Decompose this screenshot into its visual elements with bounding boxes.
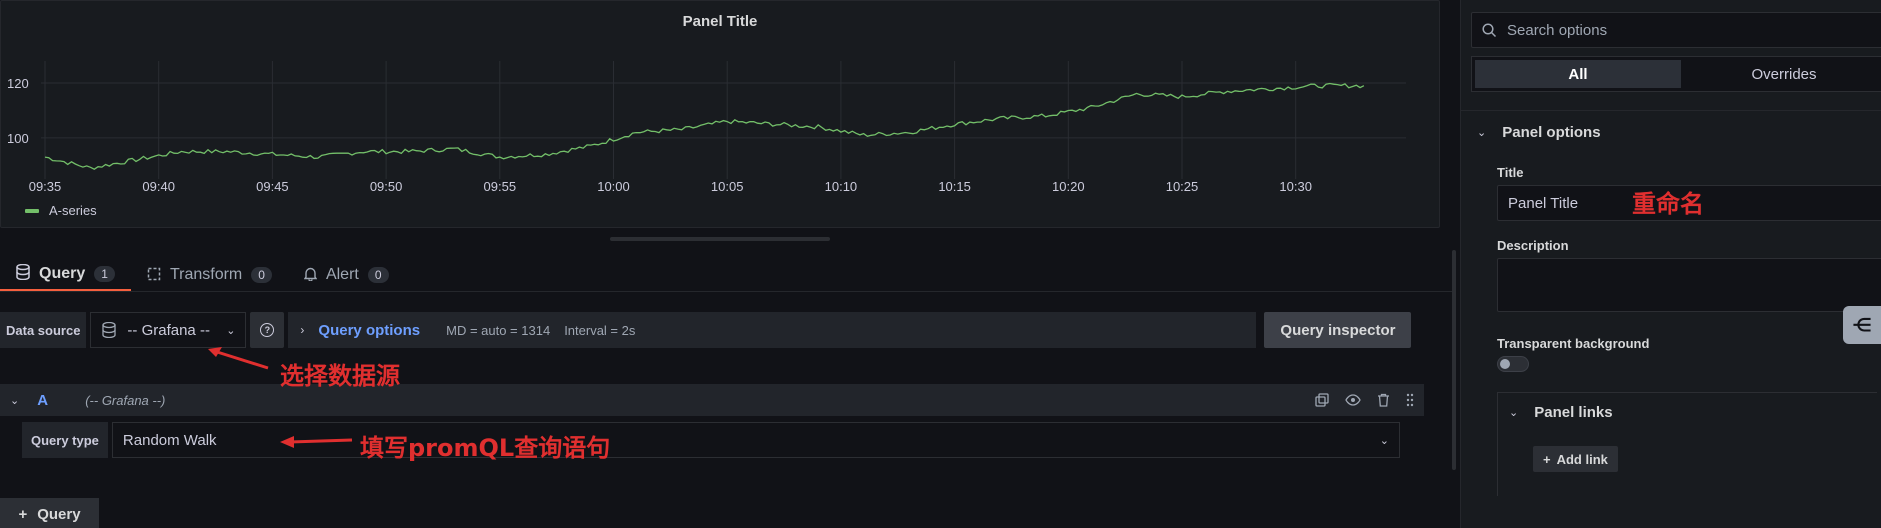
panel-title: Panel Title	[682, 13, 758, 30]
search-placeholder: Search options	[1507, 21, 1608, 39]
series-line-A-series	[44, 82, 1365, 170]
datasource-value: -- Grafana --	[127, 321, 210, 339]
datasource-label: Data source	[0, 312, 87, 348]
annotation-fill-query: 填写promQL查询语句	[360, 434, 611, 462]
drag-handle-icon[interactable]	[1406, 393, 1414, 407]
options-divider	[1461, 110, 1881, 111]
floating-helper-icon[interactable]: ⋲	[1843, 306, 1881, 344]
tab-query-label: Query	[39, 264, 86, 282]
description-field[interactable]	[1497, 258, 1881, 312]
chevron-down-icon: ⌄	[226, 324, 236, 337]
query-inspector-button[interactable]: Query inspector	[1264, 312, 1412, 348]
panel-options-title: Panel options	[1502, 124, 1601, 141]
x-tick-label: 10:15	[938, 179, 971, 194]
plus-icon: +	[18, 505, 28, 523]
chevron-down-icon: ⌄	[1509, 407, 1519, 419]
annotation-choose-datasource: 选择数据源	[280, 362, 400, 390]
y-tick-label: 100	[7, 131, 29, 146]
options-filter-toggle: All Overrides	[1471, 56, 1881, 92]
legend-swatch	[25, 208, 39, 213]
question-icon: ?	[260, 323, 275, 337]
title-field-label: Title	[1497, 165, 1524, 180]
query-options-label: Query options	[318, 321, 421, 339]
query-row-header[interactable]: ⌄ A (-- Grafana --)	[0, 384, 1424, 416]
datasource-help-button[interactable]: ?	[250, 312, 285, 348]
x-tick-label: 10:30	[1279, 179, 1312, 194]
x-tick-label: 10:10	[825, 179, 858, 194]
x-tick-label: 09:55	[484, 179, 517, 194]
datasource-picker[interactable]: -- Grafana -- ⌄	[90, 312, 247, 348]
panel-links-section	[1497, 392, 1877, 496]
title-field[interactable]: Panel Title	[1497, 185, 1881, 221]
panel-links-title: Panel links	[1534, 404, 1613, 421]
tab-transform-count: 0	[251, 267, 272, 283]
search-input[interactable]: Search options	[1471, 12, 1881, 48]
query-type-select[interactable]: Random Walk ⌄	[111, 422, 1400, 458]
y-tick-label: 120	[7, 76, 29, 91]
time-series-chart: 100 120 09:35 09:40 09:45 09:50 09:55 10:00 10:0…	[7, 61, 1406, 194]
transparent-bg-toggle[interactable]	[1497, 356, 1529, 372]
legend-label: A-series	[49, 203, 97, 218]
panel-preview[interactable]: Panel Title 100 120 09:35 09:40 09:45 09:50 09…	[0, 0, 1440, 228]
eye-icon[interactable]	[1345, 394, 1361, 406]
add-link-label: Add link	[1556, 451, 1608, 467]
chevron-right-icon: ›	[300, 323, 305, 337]
x-tick-label: 09:35	[29, 179, 62, 194]
legend[interactable]: A-series	[25, 203, 97, 218]
title-field-value: Panel Title	[1508, 194, 1579, 212]
editor-tabs: Query 1 Transform 0 Alert 0	[0, 258, 405, 292]
tab-transform[interactable]: Transform 0	[131, 258, 288, 292]
max-datapoints-text: MD = auto = 1314	[446, 322, 551, 338]
annotation-rename: 重命名	[1632, 190, 1704, 218]
x-tick-label: 10:20	[1052, 179, 1085, 194]
tab-query[interactable]: Query 1	[0, 258, 131, 292]
toggle-knob	[1500, 359, 1510, 369]
query-options-bar[interactable]: › Query options MD = auto = 1314 Interva…	[288, 312, 1257, 348]
chevron-down-icon[interactable]: ⌄	[10, 394, 20, 407]
interval-text: Interval = 2s	[564, 322, 636, 338]
tabs-divider	[0, 291, 1452, 292]
tab-query-count: 1	[94, 265, 115, 282]
panel-resize-handle[interactable]	[610, 237, 830, 241]
tab-transform-label: Transform	[169, 266, 243, 283]
tab-alert-count: 0	[367, 267, 389, 283]
x-tick-label: 09:45	[256, 179, 289, 194]
x-tick-label: 10:00	[597, 179, 630, 194]
x-tick-label: 09:50	[370, 179, 403, 194]
seg-all[interactable]: All	[1475, 60, 1681, 88]
query-ref-id[interactable]: A	[37, 391, 49, 409]
panel-options-header[interactable]: ⌄ Panel options	[1477, 124, 1601, 141]
transform-icon	[147, 267, 161, 284]
query-row-actions	[1315, 393, 1414, 407]
search-icon	[1482, 22, 1497, 37]
seg-overrides[interactable]: Overrides	[1751, 65, 1817, 83]
description-field-label: Description	[1497, 238, 1569, 253]
tab-alert[interactable]: Alert 0	[288, 258, 405, 292]
chevron-down-icon: ⌄	[1477, 127, 1487, 139]
duplicate-icon[interactable]	[1315, 393, 1329, 407]
x-tick-label: 09:40	[142, 179, 175, 194]
query-type-label: Query type	[22, 422, 108, 458]
database-icon	[16, 263, 30, 283]
query-type-row: Query type Random Walk ⌄	[22, 422, 1422, 458]
trash-icon[interactable]	[1377, 393, 1390, 407]
query-datasource-name: (-- Grafana --)	[85, 392, 166, 408]
database-icon	[102, 322, 117, 338]
bell-icon	[303, 266, 318, 284]
plus-icon: +	[1543, 451, 1551, 467]
query-type-value: Random Walk	[122, 431, 217, 449]
panel-links-header[interactable]: ⌄ Panel links	[1509, 404, 1613, 421]
options-pane: Search options All Overrides ⌄ Panel opt…	[1460, 0, 1881, 528]
transparent-bg-label: Transparent background	[1497, 336, 1650, 351]
datasource-row: Data source -- Grafana -- ⌄ ? › Query op…	[0, 312, 1430, 348]
chevron-down-icon: ⌄	[1379, 434, 1389, 447]
x-tick-label: 10:25	[1166, 179, 1199, 194]
add-query-button[interactable]: + Query	[0, 498, 99, 528]
query-editor-area: Panel Title 100 120 09:35 09:40 09:45 09:50 09…	[0, 0, 1452, 528]
editor-scrollbar[interactable]	[1452, 250, 1456, 470]
tab-alert-label: Alert	[325, 266, 359, 283]
add-link-button[interactable]: + Add link	[1533, 446, 1618, 472]
x-tick-label: 10:05	[711, 179, 744, 194]
add-query-label: Query	[37, 505, 81, 523]
